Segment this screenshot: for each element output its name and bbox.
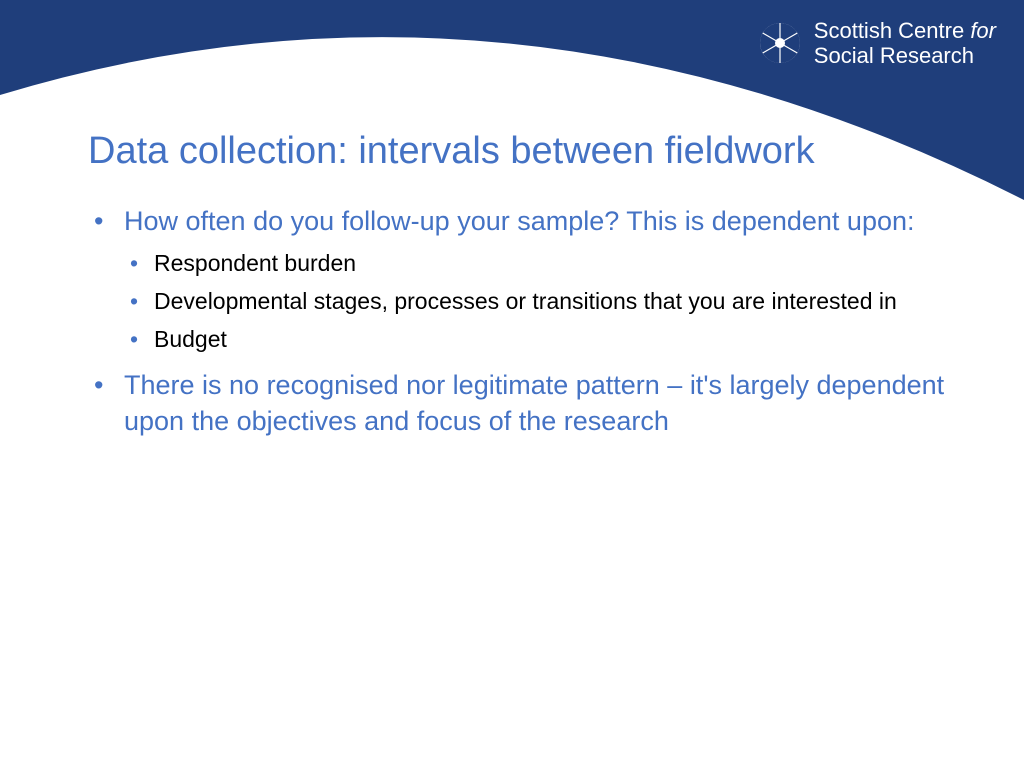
slide: Scottish Centre for Social Research Data…: [0, 0, 1024, 768]
slide-title: Data collection: intervals between field…: [88, 130, 964, 174]
bullet-2: There is no recognised nor legitimate pa…: [88, 368, 964, 438]
logo-line2: Social Research: [814, 43, 996, 68]
logo-text: Scottish Centre for Social Research: [814, 18, 996, 69]
logo-line1: Scottish Centre for: [814, 18, 996, 43]
logo-line1a: Scottish Centre: [814, 18, 971, 43]
bullet-1-text: How often do you follow-up your sample? …: [124, 206, 915, 236]
sub-bullet-3: Budget: [124, 325, 964, 355]
logo-line1b: for: [970, 18, 996, 43]
sub-bullet-list: Respondent burden Developmental stages, …: [124, 249, 964, 355]
bullet-list: How often do you follow-up your sample? …: [88, 204, 964, 439]
aperture-icon: [758, 21, 802, 65]
sub-bullet-2: Developmental stages, processes or trans…: [124, 287, 964, 317]
bullet-1: How often do you follow-up your sample? …: [88, 204, 964, 355]
organisation-logo: Scottish Centre for Social Research: [758, 18, 996, 69]
sub-bullet-1: Respondent burden: [124, 249, 964, 279]
slide-content: Data collection: intervals between field…: [88, 130, 964, 453]
